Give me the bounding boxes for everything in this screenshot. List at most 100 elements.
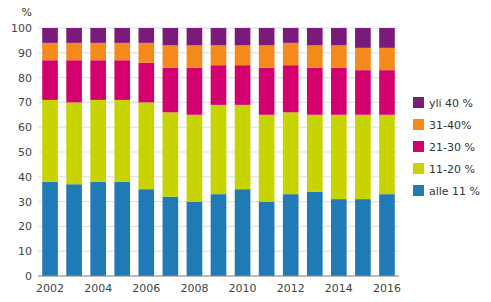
x-tick-label: 2014 <box>325 282 353 295</box>
bar-segment <box>283 43 299 65</box>
legend-swatch <box>413 185 424 196</box>
bar-segment <box>42 28 58 43</box>
bar-segment <box>355 199 371 276</box>
bar-segment <box>307 45 323 67</box>
legend-label: alle 11 % <box>429 185 480 198</box>
y-tick-label: 40 <box>18 171 32 184</box>
bar-segment <box>138 102 154 189</box>
x-tick-label: 2006 <box>132 282 160 295</box>
grid-line <box>38 276 399 277</box>
bar-segment <box>331 68 347 115</box>
bars <box>42 28 395 276</box>
bar-segment <box>187 45 203 67</box>
chart: 0 10 20 30 40 50 60 70 80 90 100% 2002 2004 2006 2008 2… <box>0 0 491 302</box>
bar-segment <box>235 65 251 105</box>
bar-segment <box>355 115 371 199</box>
bar-segment <box>259 45 275 67</box>
bar-segment <box>307 115 323 192</box>
y-tick-label: 80 <box>18 72 32 85</box>
bar-segment <box>42 43 58 60</box>
x-tick-label: 2012 <box>277 282 305 295</box>
x-tick-label: 2004 <box>84 282 112 295</box>
bar-segment <box>307 192 323 276</box>
bar-segment <box>355 28 371 48</box>
x-tick-label: 2008 <box>180 282 208 295</box>
y-tick-label: 50 <box>18 146 32 159</box>
bar-segment <box>90 43 106 60</box>
legend-label: yli 40 % <box>429 97 473 110</box>
bar-segment <box>283 28 299 43</box>
bar-segment <box>235 189 251 276</box>
bar-segment <box>90 100 106 182</box>
bar-segment <box>379 48 395 70</box>
bar-segment <box>283 112 299 194</box>
y-tick-label: 70 <box>18 96 32 109</box>
bar-segment <box>331 28 347 45</box>
bar-segment <box>331 199 347 276</box>
bar-segment <box>114 100 130 182</box>
y-tick-label: 10 <box>18 245 32 258</box>
legend-swatch <box>413 141 424 152</box>
bar-segment <box>331 115 347 199</box>
bar-segment <box>379 194 395 276</box>
bar-segment <box>259 68 275 115</box>
bar-segment <box>283 65 299 112</box>
bar-segment <box>187 28 203 45</box>
bar-segment <box>90 60 106 100</box>
bar-segment <box>235 105 251 189</box>
bar-segment <box>259 202 275 276</box>
bar-segment <box>259 28 275 45</box>
y-tick-label: 100 <box>11 22 32 35</box>
bar-segment <box>259 115 275 202</box>
bar-segment <box>42 182 58 276</box>
bar-segment <box>114 43 130 60</box>
legend-label: 21-30 % <box>429 141 475 154</box>
bar-segment <box>66 102 82 184</box>
x-axis-line <box>38 276 399 277</box>
bar-segment <box>114 28 130 43</box>
bar-segment <box>355 70 371 115</box>
bar-segment <box>163 28 179 45</box>
y-tick-label: 60 <box>18 121 32 134</box>
bar-segment <box>211 28 227 45</box>
bar-segment <box>379 115 395 194</box>
y-tick-label: 20 <box>18 220 32 233</box>
bar-segment <box>163 112 179 196</box>
bar-segment <box>211 65 227 105</box>
y-axis-label: % <box>22 6 32 19</box>
x-tick-label: 2016 <box>373 282 401 295</box>
x-tick-label: 2010 <box>229 282 257 295</box>
bar-segment <box>42 60 58 100</box>
bar-segment <box>138 28 154 43</box>
bar-segment <box>235 28 251 45</box>
bar-segment <box>331 45 347 67</box>
bar-segment <box>307 68 323 115</box>
bar-segment <box>235 45 251 65</box>
bar-segment <box>379 70 395 115</box>
bar-segment <box>163 197 179 276</box>
bar-segment <box>90 182 106 276</box>
bar-segment <box>379 28 395 48</box>
bar-segment <box>211 194 227 276</box>
legend-swatch <box>413 97 424 108</box>
bar-segment <box>66 184 82 276</box>
bar-segment <box>66 43 82 60</box>
bar-segment <box>138 63 154 103</box>
bar-segment <box>138 189 154 276</box>
y-tick-label: 0 <box>25 270 32 283</box>
legend: yli 40 %31-40%21-30 %11-20 %alle 11 % <box>413 97 480 198</box>
bar-segment <box>355 48 371 70</box>
bar-segment <box>42 100 58 182</box>
bar-segment <box>114 60 130 100</box>
y-tick-label: 30 <box>18 196 32 209</box>
bar-segment <box>90 28 106 43</box>
legend-label: 31-40% <box>429 119 471 132</box>
y-tick-label: 90 <box>18 47 32 60</box>
bar-segment <box>283 194 299 276</box>
x-tick-label: 2002 <box>36 282 64 295</box>
bar-segment <box>163 45 179 67</box>
legend-swatch <box>413 119 424 130</box>
bar-segment <box>187 115 203 202</box>
legend-swatch <box>413 163 424 174</box>
bar-segment <box>114 182 130 276</box>
